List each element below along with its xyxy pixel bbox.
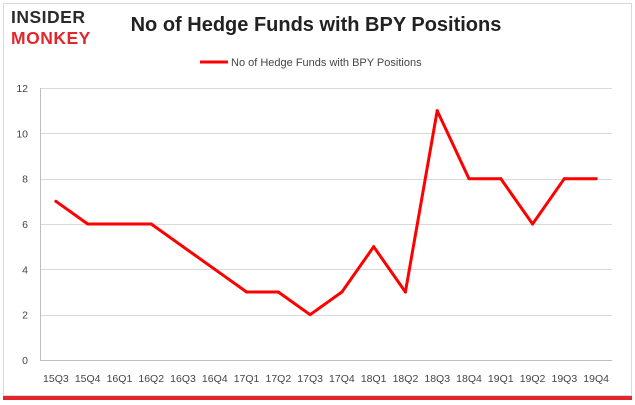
series <box>54 109 598 317</box>
x-tick-label: 19Q3 <box>551 373 577 385</box>
x-axis-tick-labels: 15Q3 15Q4 16Q1 16Q2 16Q3 16Q4 17Q1 17Q2 17Q3 17Q4… <box>43 373 609 385</box>
data-point <box>245 290 249 294</box>
x-tick-label: 18Q4 <box>456 373 482 385</box>
data-point <box>435 109 439 113</box>
x-tick-label: 18Q2 <box>393 373 419 385</box>
data-point <box>181 245 185 249</box>
data-point <box>213 267 217 271</box>
x-tick-label: 18Q1 <box>361 373 387 385</box>
data-point <box>149 222 153 226</box>
data-point <box>86 222 90 226</box>
data-point <box>499 177 503 181</box>
data-point <box>594 177 598 181</box>
bottom-accent-bar <box>3 396 632 400</box>
x-tick-label: 16Q4 <box>202 373 228 385</box>
gridlines <box>40 88 612 316</box>
y-tick-label: 4 <box>22 264 28 276</box>
data-point <box>467 177 471 181</box>
data-point <box>54 199 58 203</box>
x-tick-label: 16Q1 <box>107 373 133 385</box>
x-tick-label: 17Q4 <box>329 373 355 385</box>
x-tick-label: 17Q3 <box>297 373 323 385</box>
series-line-0 <box>54 109 598 317</box>
data-point <box>308 313 312 317</box>
logo: INSIDER MONKEY <box>11 7 91 48</box>
x-tick-label: 19Q2 <box>520 373 546 385</box>
y-axis-tick-labels: 0 2 4 6 8 10 12 <box>16 83 28 367</box>
data-point <box>531 222 535 226</box>
axes <box>40 88 612 361</box>
y-tick-label: 2 <box>22 310 28 322</box>
data-point <box>403 290 407 294</box>
logo-line-1: INSIDER <box>11 7 85 27</box>
x-tick-label: 15Q4 <box>75 373 101 385</box>
logo-line-2: MONKEY <box>11 28 91 48</box>
data-point <box>276 290 280 294</box>
x-tick-label: 16Q3 <box>170 373 196 385</box>
y-tick-label: 0 <box>22 355 28 367</box>
data-point <box>372 245 376 249</box>
y-tick-label: 6 <box>22 219 28 231</box>
y-tick-label: 12 <box>16 83 28 95</box>
x-tick-label: 19Q1 <box>488 373 514 385</box>
y-tick-label: 8 <box>22 174 28 186</box>
legend: No of Hedge Funds with BPY Positions <box>200 57 422 69</box>
legend-label: No of Hedge Funds with BPY Positions <box>231 57 422 69</box>
y-tick-label: 10 <box>16 128 28 140</box>
data-point <box>117 222 121 226</box>
data-point <box>562 177 566 181</box>
chart-frame <box>3 3 632 396</box>
x-tick-label: 18Q3 <box>424 373 450 385</box>
x-tick-label: 16Q2 <box>138 373 164 385</box>
x-tick-label: 15Q3 <box>43 373 69 385</box>
data-point <box>340 290 344 294</box>
x-tick-label: 19Q4 <box>583 373 609 385</box>
chart-title: No of Hedge Funds with BPY Positions <box>131 14 502 36</box>
x-tick-label: 17Q2 <box>265 373 291 385</box>
x-tick-label: 17Q1 <box>234 373 260 385</box>
